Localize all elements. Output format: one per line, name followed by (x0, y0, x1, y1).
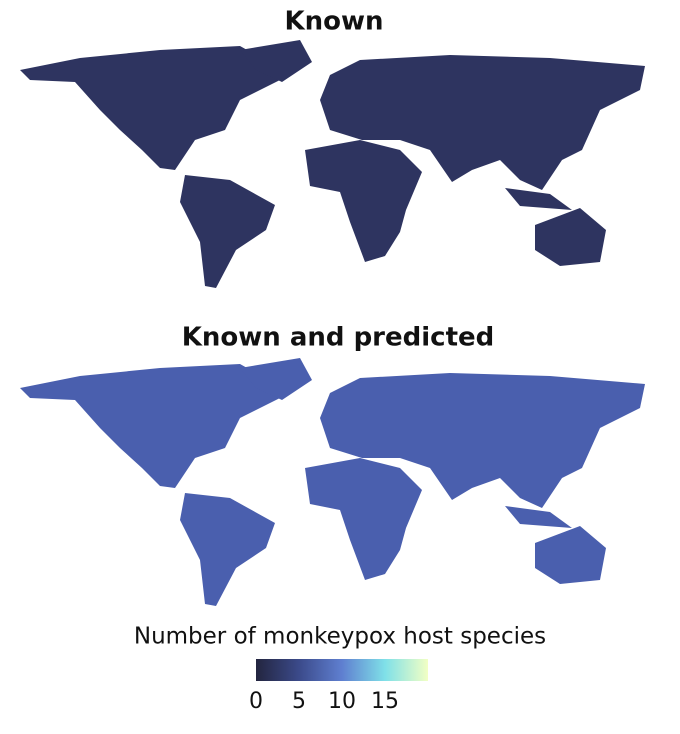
map-known (20, 40, 645, 288)
map-known-predicted (20, 358, 645, 606)
map-title: Known (284, 7, 383, 37)
colorbar: 0 5 10 15 (249, 659, 428, 714)
colorbar-tick-label: 15 (371, 689, 399, 714)
colorbar-tick-label: 5 (292, 689, 306, 714)
map-title: Known and predicted (182, 323, 495, 353)
colorbar-tick-label: 10 (328, 689, 356, 714)
colorbar-gradient (256, 659, 428, 681)
colorbar-title: Number of monkeypox host species (134, 624, 546, 650)
colorbar-tick-label: 0 (249, 689, 263, 714)
